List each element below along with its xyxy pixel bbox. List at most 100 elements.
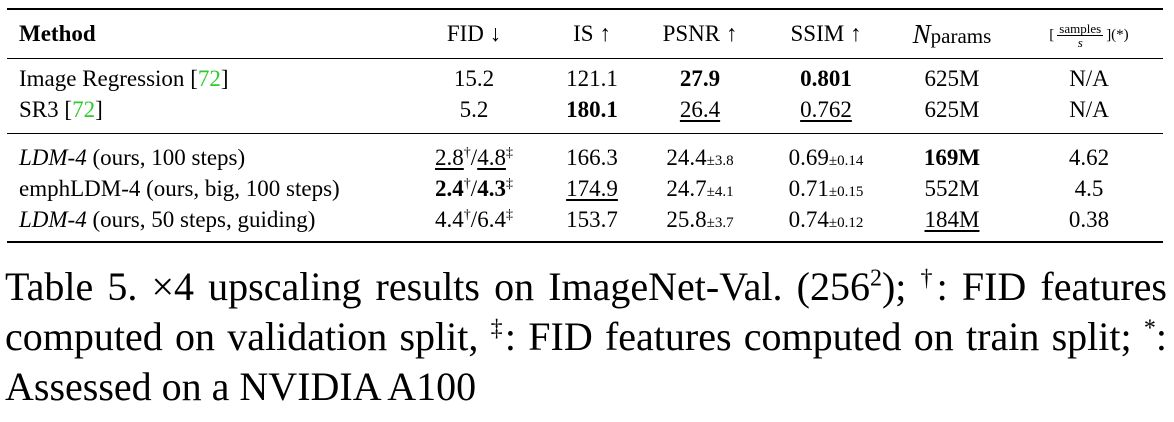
header-speed-numerator: samples (1057, 21, 1104, 36)
ssim-cell: 0.71±0.15 (763, 173, 889, 204)
is-cell: 180.1 (547, 94, 637, 134)
ssim-value: 0.71 (788, 175, 829, 201)
table-row: LDM-4 (ours, 100 steps) 2.8†/4.8‡ 166.3 … (7, 133, 1163, 173)
method-name: LDM-4 (19, 206, 87, 232)
method-detail: (ours, 50 steps, guiding) (86, 206, 316, 232)
is-cell: 166.3 (547, 133, 637, 173)
fid-train-split: 4.3 (477, 175, 506, 201)
ssim-std: ±0.12 (828, 214, 864, 231)
psnr-cell: 24.7±4.1 (637, 173, 763, 204)
psnr-value: 24.7 (666, 175, 707, 201)
speed-cell: 4.5 (1074, 175, 1104, 201)
header-nparams: Nparams (889, 8, 1015, 59)
ssim-std: ±0.15 (828, 183, 864, 200)
header-row: Method FID ↓ IS ↑ PSNR ↑ SSIM ↑ Nparams … (7, 8, 1163, 59)
method-name: emphLDM-4 (19, 175, 141, 201)
psnr-cell: 26.4 (637, 94, 763, 134)
table-row: LDM-4 (ours, 50 steps, guiding) 4.4†/6.4… (7, 204, 1163, 243)
header-fid: FID ↓ (401, 8, 547, 59)
psnr-std: ±3.8 (706, 152, 734, 169)
is-value: 180.1 (566, 96, 618, 122)
ddagger-mark: ‡ (505, 206, 513, 222)
ssim-cell: 0.74±0.12 (763, 204, 889, 243)
citation-link[interactable]: 72 (197, 65, 221, 91)
method-cell: emphLDM-4 (ours, big, 100 steps) (7, 173, 401, 204)
ssim-value: 0.801 (800, 65, 852, 91)
psnr-std: ±4.1 (706, 183, 734, 200)
header-speed-close: ](*) (1106, 27, 1129, 43)
ddagger-mark: ‡ (505, 144, 513, 160)
method-cell: LDM-4 (ours, 50 steps, guiding) (7, 204, 401, 243)
speed-cell: 0.38 (1015, 204, 1163, 243)
results-table: Method FID ↓ IS ↑ PSNR ↑ SSIM ↑ Nparams … (7, 8, 1163, 243)
fid-cell: 2.4†/4.3‡ (401, 173, 547, 204)
psnr-value: 24.4 (666, 144, 707, 170)
caption-star: * (1143, 315, 1156, 342)
is-value: 174.9 (566, 175, 618, 201)
nparams-value: 169M (923, 144, 981, 170)
results-table-container: Method FID ↓ IS ↑ PSNR ↑ SSIM ↑ Nparams … (7, 8, 1163, 243)
speed-cell: 4.62 (1015, 133, 1163, 173)
ssim-value: 0.69 (788, 144, 829, 170)
psnr-cell: 24.4±3.8 (637, 133, 763, 173)
fid-cell: 15.2 (453, 65, 495, 91)
method-name: LDM-4 (19, 144, 87, 170)
dagger-mark: † (463, 144, 471, 160)
caption-ddagger: ‡ (490, 315, 505, 342)
fid-cell: 2.8†/4.8‡ (401, 133, 547, 173)
nparams-cell: 625M (924, 65, 980, 91)
nparams-cell: 625M (924, 96, 980, 122)
fid-val-split: 2.4 (435, 175, 464, 201)
nparams-cell: 184M (889, 204, 1015, 243)
header-method: Method (7, 8, 401, 59)
table-row: Image Regression [72] 15.2 121.1 27.9 0.… (7, 59, 1163, 95)
method-cell: Image Regression [72] (19, 65, 229, 91)
table-row: emphLDM-4 (ours, big, 100 steps) 2.4†/4.… (7, 173, 1163, 204)
caption-part3: : FID features computed on train split; (504, 314, 1144, 359)
ssim-cell: 0.762 (763, 94, 889, 134)
ssim-value: 0.762 (800, 96, 852, 122)
header-speed: [ samples s ](*) (1015, 8, 1163, 59)
method-detail: (ours, big, 100 steps) (140, 175, 340, 201)
fid-cell: 4.4†/6.4‡ (401, 204, 547, 243)
ssim-value: 0.74 (788, 206, 829, 232)
is-cell: 153.7 (547, 204, 637, 243)
fid-val-split: 4.4 (435, 206, 464, 232)
dagger-mark: † (463, 175, 471, 191)
is-cell: 121.1 (566, 65, 618, 91)
fid-val-split: 2.8 (435, 144, 464, 170)
psnr-cell: 25.8±3.7 (637, 204, 763, 243)
psnr-value: 26.4 (679, 96, 721, 122)
nparams-cell: 169M (889, 133, 1015, 173)
caption-part2: : FID features computed on validation sp… (5, 264, 1167, 359)
header-speed-open: [ (1049, 27, 1055, 43)
method-cell: LDM-4 (ours, 100 steps) (7, 133, 401, 173)
caption-lead: Table 5. ×4 upscaling results on ImageNe… (5, 264, 870, 309)
psnr-value: 27.9 (679, 65, 721, 91)
method-name: SR3 (19, 96, 65, 122)
header-ssim: SSIM ↑ (763, 8, 889, 59)
fid-train-split: 4.8 (477, 144, 506, 170)
caption-dagger: † (920, 265, 937, 292)
method-cell: SR3 [72] (19, 96, 103, 122)
header-nparams-main: N (912, 18, 931, 49)
caption-part1: ); (881, 264, 921, 309)
speed-cell: N/A (1069, 96, 1109, 122)
dagger-mark: † (463, 206, 471, 222)
table-caption: Table 5. ×4 upscaling results on ImageNe… (5, 262, 1167, 412)
header-speed-denominator: s (1077, 35, 1083, 50)
fid-cell: 5.2 (459, 96, 489, 122)
psnr-std: ±3.7 (706, 214, 734, 231)
psnr-value: 25.8 (666, 206, 707, 232)
psnr-cell: 27.9 (637, 59, 763, 95)
header-is: IS ↑ (547, 8, 637, 59)
nparams-cell: 552M (924, 175, 980, 201)
header-speed-fraction: samples s (1057, 21, 1104, 50)
caption-squared: 2 (869, 265, 882, 292)
fid-train-split: 6.4 (477, 206, 506, 232)
citation-link[interactable]: 72 (72, 96, 96, 122)
ddagger-mark: ‡ (505, 175, 513, 191)
table-row: SR3 [72] 5.2 180.1 26.4 0.762 625M N/A (7, 94, 1163, 134)
nparams-value: 184M (924, 206, 980, 232)
ssim-std: ±0.14 (828, 152, 864, 169)
